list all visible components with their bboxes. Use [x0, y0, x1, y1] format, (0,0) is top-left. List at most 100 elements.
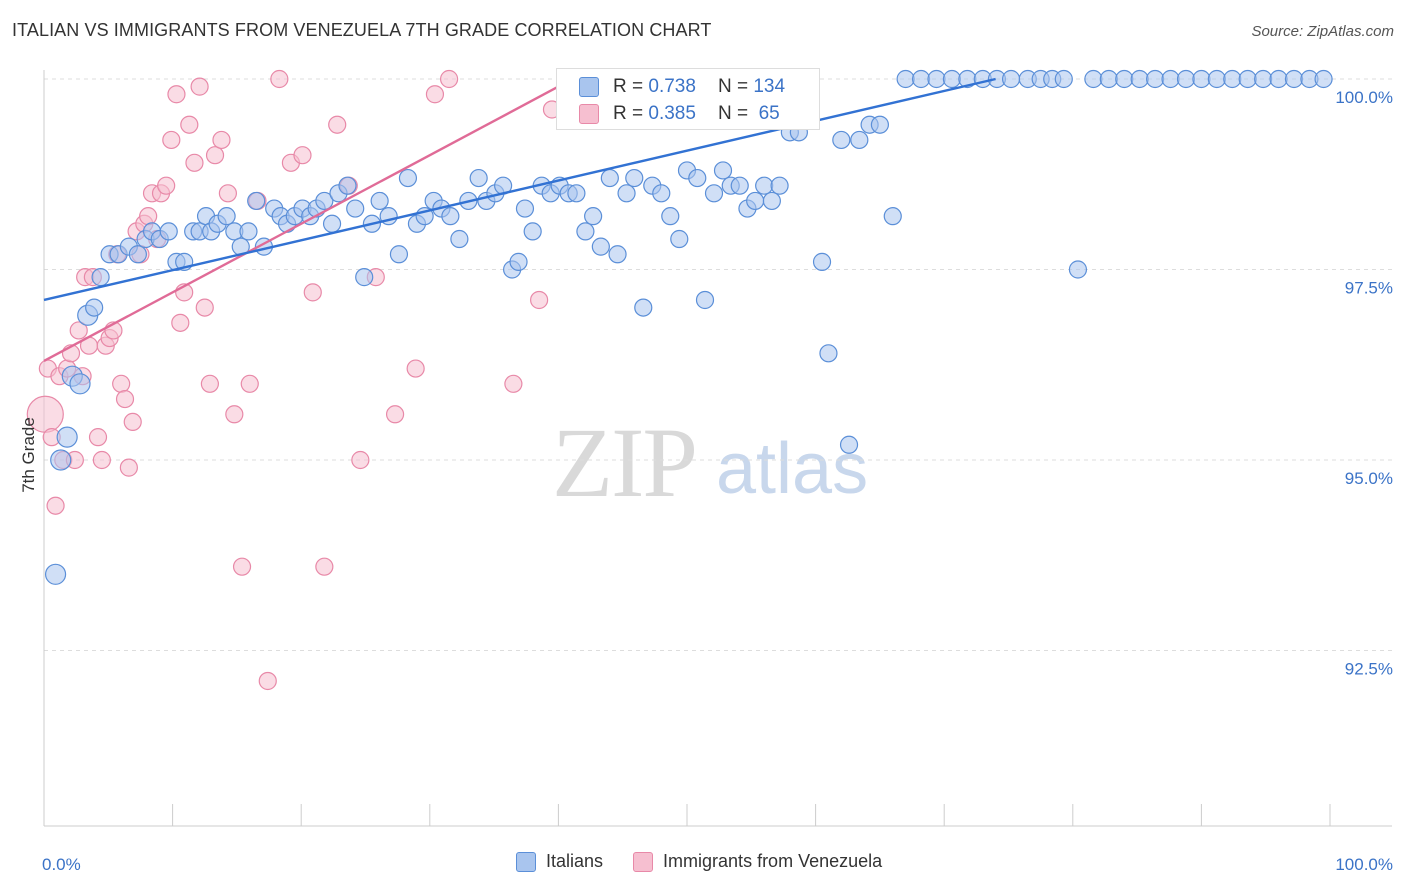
point-italians-59 [509, 252, 528, 271]
point-italians-104 [942, 69, 962, 89]
point-italians-6 [85, 298, 104, 317]
point-italians-11 [128, 245, 147, 264]
point-italians-54 [469, 168, 488, 188]
point-italians-40 [346, 199, 365, 218]
point-italians-112 [1054, 69, 1073, 89]
point-italians-88 [755, 176, 774, 195]
point-italians-4 [69, 373, 91, 395]
stats-row-italians: R = 0.738 N = 134 [579, 74, 785, 100]
point-italians-119 [1161, 69, 1180, 89]
point-venezuela-34 [171, 313, 190, 332]
source-credit: Source: ZipAtlas.com [1251, 23, 1394, 40]
point-venezuela-58 [385, 405, 405, 424]
point-italians-27 [247, 191, 266, 211]
stats-box: R = 0.738 N = 134 R = 0.385 N = 65 [556, 68, 820, 130]
legend-item-venezuela[interactable]: Immigrants from Venezuela [633, 851, 882, 872]
stats-n-value-venezuela: 65 [758, 103, 780, 124]
point-venezuela-42 [212, 130, 231, 150]
stats-r-value-venezuela: 0.385 [648, 103, 696, 124]
x-tick-label-0: 0.0% [42, 855, 81, 874]
stats-row-venezuela: R = 0.385 N = 65 [579, 101, 780, 127]
point-italians-125 [1254, 69, 1273, 89]
point-italians-15 [159, 222, 178, 241]
point-venezuela-59 [406, 359, 425, 378]
point-venezuela-41 [205, 146, 225, 165]
point-italians-76 [652, 184, 671, 203]
point-italians-120 [1176, 69, 1196, 89]
point-italians-93 [812, 252, 832, 271]
point-italians-41 [355, 268, 374, 287]
point-venezuela-63 [530, 290, 549, 310]
point-venezuela-48 [258, 671, 277, 691]
stats-r-label-italians: R = [613, 76, 644, 97]
point-italians-95 [832, 130, 851, 150]
point-italians-61 [523, 222, 542, 241]
point-venezuela-27 [139, 207, 158, 226]
legend: Italians Immigrants from Venezuela [516, 851, 912, 872]
trend-lines [43, 77, 996, 362]
point-italians-82 [704, 184, 724, 203]
point-italians-60 [515, 199, 535, 218]
point-italians-68 [584, 207, 603, 226]
stats-swatch-venezuela [579, 104, 599, 124]
point-italians-52 [450, 229, 469, 249]
point-italians-97 [850, 130, 869, 150]
point-italians-67 [576, 222, 595, 241]
point-venezuela-23 [123, 412, 142, 431]
y-tick-label-1: 97.5% [1345, 279, 1393, 298]
point-italians-96 [839, 435, 859, 454]
y-tick-label-0: 100.0% [1335, 88, 1393, 107]
point-italians-102 [911, 69, 931, 89]
point-venezuela-9 [69, 321, 88, 340]
point-italians-101 [896, 69, 915, 89]
point-venezuela-33 [167, 85, 186, 104]
point-italians-1 [50, 449, 72, 471]
axes [43, 70, 1392, 827]
point-italians-117 [1130, 69, 1149, 89]
point-italians-100 [883, 207, 902, 226]
point-italians-99 [870, 115, 890, 134]
point-venezuela-43 [218, 184, 237, 203]
point-venezuela-61 [439, 69, 459, 89]
point-venezuela-62 [504, 374, 523, 393]
point-italians-23 [217, 207, 236, 226]
x-tick-label-1: 100.0% [1335, 855, 1393, 874]
point-italians-69 [591, 237, 610, 256]
stats-n-label-venezuela: N = [717, 103, 749, 124]
point-italians-123 [1223, 69, 1242, 89]
point-venezuela-15 [92, 450, 111, 470]
point-italians-80 [688, 168, 707, 188]
legend-label-venezuela: Immigrants from Venezuela [663, 851, 883, 871]
point-italians-0 [44, 563, 67, 585]
point-venezuela-56 [351, 450, 370, 470]
watermark-zip: ZIP [552, 407, 698, 518]
stats-r-value-italians: 0.738 [648, 76, 696, 97]
point-italians-85 [730, 176, 749, 195]
point-venezuela-53 [315, 557, 334, 576]
series-venezuela-points [26, 69, 562, 691]
legend-item-italians[interactable]: Italians [516, 851, 603, 872]
trend-line-italians [43, 77, 996, 302]
point-italians-113 [1068, 260, 1088, 279]
chart-title: ITALIAN VS IMMIGRANTS FROM VENEZUELA 7TH… [12, 20, 712, 40]
legend-swatch-venezuela [633, 851, 654, 872]
point-venezuela-51 [293, 146, 312, 165]
point-venezuela-39 [195, 298, 214, 317]
point-italians-26 [239, 222, 258, 241]
point-italians-94 [819, 344, 838, 363]
point-venezuela-20 [112, 374, 131, 393]
point-venezuela-36 [180, 115, 199, 134]
point-venezuela-3 [46, 496, 65, 515]
point-italians-116 [1115, 69, 1134, 89]
point-italians-90 [770, 176, 789, 195]
point-venezuela-40 [200, 374, 219, 393]
point-italians-114 [1084, 69, 1103, 89]
point-italians-78 [670, 229, 689, 249]
point-italians-74 [634, 298, 653, 317]
point-italians-122 [1207, 69, 1226, 89]
y-tick-label-3: 92.5% [1345, 660, 1393, 679]
point-italians-7 [91, 268, 110, 287]
point-italians-127 [1284, 69, 1304, 89]
trend-line-venezuela [43, 85, 559, 362]
